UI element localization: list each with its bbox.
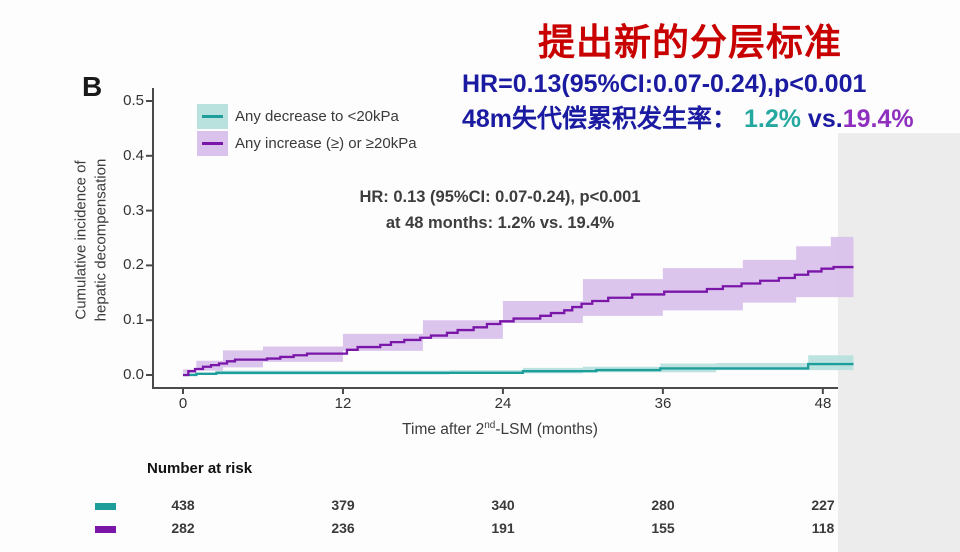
- y-axis-title-line2: hepatic decompensation: [92, 158, 109, 322]
- risk-teal-t0: 438: [171, 497, 195, 513]
- risk-purple-t0: 282: [171, 520, 195, 536]
- km-curve-increase: [183, 265, 854, 377]
- y-tick-0.0: 0.0: [123, 366, 144, 383]
- risk-row-teal-swatch-icon: [95, 503, 116, 510]
- incidence-stat-teal-value: 1.2%: [737, 105, 801, 133]
- confidence-band-increase: [183, 236, 854, 375]
- x-tick-24: 24: [494, 395, 512, 412]
- incidence-stat-prefix: 48m失代偿累积发生率：: [462, 105, 738, 133]
- incidence-stat-line: 48m失代偿累积发生率： 1.2% vs.19.4%: [462, 99, 914, 135]
- legend-item-decrease: Any decrease to <20kPa: [197, 103, 417, 130]
- slide-title: 提出新的分层标准: [538, 22, 842, 63]
- hr-stat-line: HR=0.13(95%CI:0.07-0.24),p<0.001: [462, 70, 867, 98]
- risk-teal-t36: 280: [651, 497, 675, 513]
- legend-label-decrease: Any decrease to <20kPa: [235, 108, 399, 125]
- km-curve-decrease: [183, 362, 854, 377]
- x-tick-36: 36: [654, 395, 672, 412]
- y-tick-0.3: 0.3: [123, 202, 144, 219]
- x-axis-title: Time after 2nd-LSM (months): [300, 420, 700, 439]
- legend-line-purple-icon: [202, 142, 223, 145]
- risk-purple-t24: 191: [491, 520, 515, 536]
- legend-swatch-purple-icon: [197, 131, 228, 156]
- incidence-stat-vs: vs.: [800, 105, 843, 133]
- risk-teal-t24: 340: [491, 497, 515, 513]
- x-tick-12: 12: [334, 395, 352, 412]
- plot-annotation-48m: at 48 months: 1.2% vs. 19.4%: [385, 214, 615, 232]
- right-gray-panel: [838, 133, 960, 552]
- risk-purple-t48: 118: [811, 520, 835, 536]
- confidence-band-decrease: [183, 355, 854, 375]
- risk-row-purple-swatch-icon: [95, 526, 116, 533]
- x-axis-title-sup: nd: [484, 420, 496, 431]
- x-axis-title-post: -LSM (months): [495, 421, 598, 439]
- legend-line-teal-icon: [202, 115, 223, 118]
- y-tick-0.4: 0.4: [123, 147, 144, 164]
- risk-purple-t36: 155: [651, 520, 675, 536]
- y-axis-title-line1: Cumulative incidence of: [72, 160, 90, 320]
- risk-purple-t12: 236: [331, 520, 355, 536]
- x-tick-48: 48: [814, 395, 832, 412]
- legend: Any decrease to <20kPa Any increase (≥) …: [197, 103, 417, 157]
- legend-label-increase: Any increase (≥) or ≥20kPa: [235, 135, 417, 152]
- risk-table-header: Number at risk: [147, 460, 253, 477]
- panel-label-b: B: [82, 71, 103, 102]
- legend-swatch-teal-icon: [197, 104, 228, 129]
- y-tick-0.2: 0.2: [123, 256, 144, 273]
- y-tick-0.1: 0.1: [123, 311, 144, 328]
- y-axis-title: Cumulative incidence of hepatic decompen…: [72, 159, 111, 322]
- y-tick-0.5: 0.5: [123, 92, 144, 109]
- risk-teal-t48: 227: [811, 497, 835, 513]
- plot-annotation-hr: HR: 0.13 (95%CI: 0.07-0.24), p<0.001: [359, 188, 641, 206]
- incidence-stat-purple-value: 19.4%: [842, 105, 914, 133]
- x-axis-title-pre: Time after 2: [402, 421, 485, 439]
- legend-item-increase: Any increase (≥) or ≥20kPa: [197, 130, 417, 157]
- risk-teal-t12: 379: [331, 497, 355, 513]
- x-tick-0: 0: [178, 395, 188, 412]
